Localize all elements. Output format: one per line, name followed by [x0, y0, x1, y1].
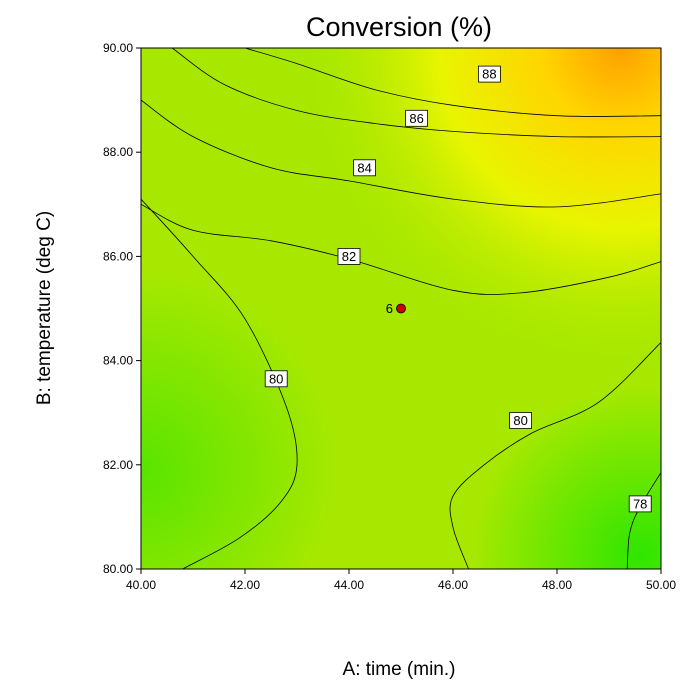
plot-frame — [140, 47, 662, 570]
y-tick-label: 86.00 — [103, 249, 133, 263]
y-axis: 80.00 82.00 84.00 86.00 88.00 90.00 — [103, 41, 141, 576]
contour-label-box-2 — [353, 159, 377, 177]
contour-label-86: 86 — [409, 111, 423, 126]
contour-label-box-5 — [509, 412, 533, 429]
contour-label-78: 78 — [633, 496, 647, 511]
contour-label-80: 80 — [269, 371, 283, 386]
y-tick-label: 88.00 — [103, 145, 133, 159]
x-tick-label: 44.00 — [334, 578, 364, 592]
x-tick-label: 50.00 — [646, 578, 676, 592]
contour-label-84: 84 — [357, 160, 371, 175]
contour-label-82: 82 — [342, 249, 356, 264]
x-tick-label: 42.00 — [230, 578, 260, 592]
contour-label-box-6 — [628, 495, 652, 513]
contour-label-box-0 — [477, 65, 501, 83]
plot-surface: 88 86 84 82 80 80 78 6 — [141, 48, 661, 569]
contour-line-86-1 — [171, 48, 661, 138]
contour-label-box-4 — [264, 370, 288, 388]
y-axis-label: B: temperature (deg C) — [34, 211, 55, 405]
x-tick-label: 40.00 — [126, 578, 156, 592]
contour-line-78-6 — [626, 472, 661, 569]
x-tick-label: 46.00 — [438, 578, 468, 592]
y-tick-label: 82.00 — [103, 458, 133, 472]
x-axis: 40.00 42.00 44.00 46.00 48.00 50.00 — [126, 569, 676, 592]
y-tick-label: 90.00 — [103, 41, 133, 55]
contour-line-82-3 — [141, 203, 661, 295]
contour-label-80: 80 — [513, 413, 527, 428]
y-tick-label: 84.00 — [103, 354, 133, 368]
contour-label-box-1 — [405, 109, 429, 127]
contour-label-88: 88 — [482, 67, 496, 82]
chart-title: Conversion (%) — [306, 12, 492, 42]
y-tick-label: 80.00 — [103, 562, 133, 576]
contour-labels: 88 86 84 82 80 80 78 — [264, 65, 652, 513]
design-points: 6 — [386, 301, 406, 316]
contour-lines — [141, 48, 661, 569]
design-point-label: 6 — [386, 301, 393, 316]
contour-line-80-4 — [141, 198, 298, 569]
contour-line-80-5 — [449, 342, 661, 569]
contour-label-box-3 — [337, 247, 361, 265]
x-tick-label: 48.00 — [542, 578, 572, 592]
design-point-0 — [396, 303, 406, 314]
x-axis-label: A: time (min.) — [343, 659, 456, 680]
contour-line-84-2 — [141, 99, 661, 208]
contour-line-88-0 — [244, 48, 661, 117]
